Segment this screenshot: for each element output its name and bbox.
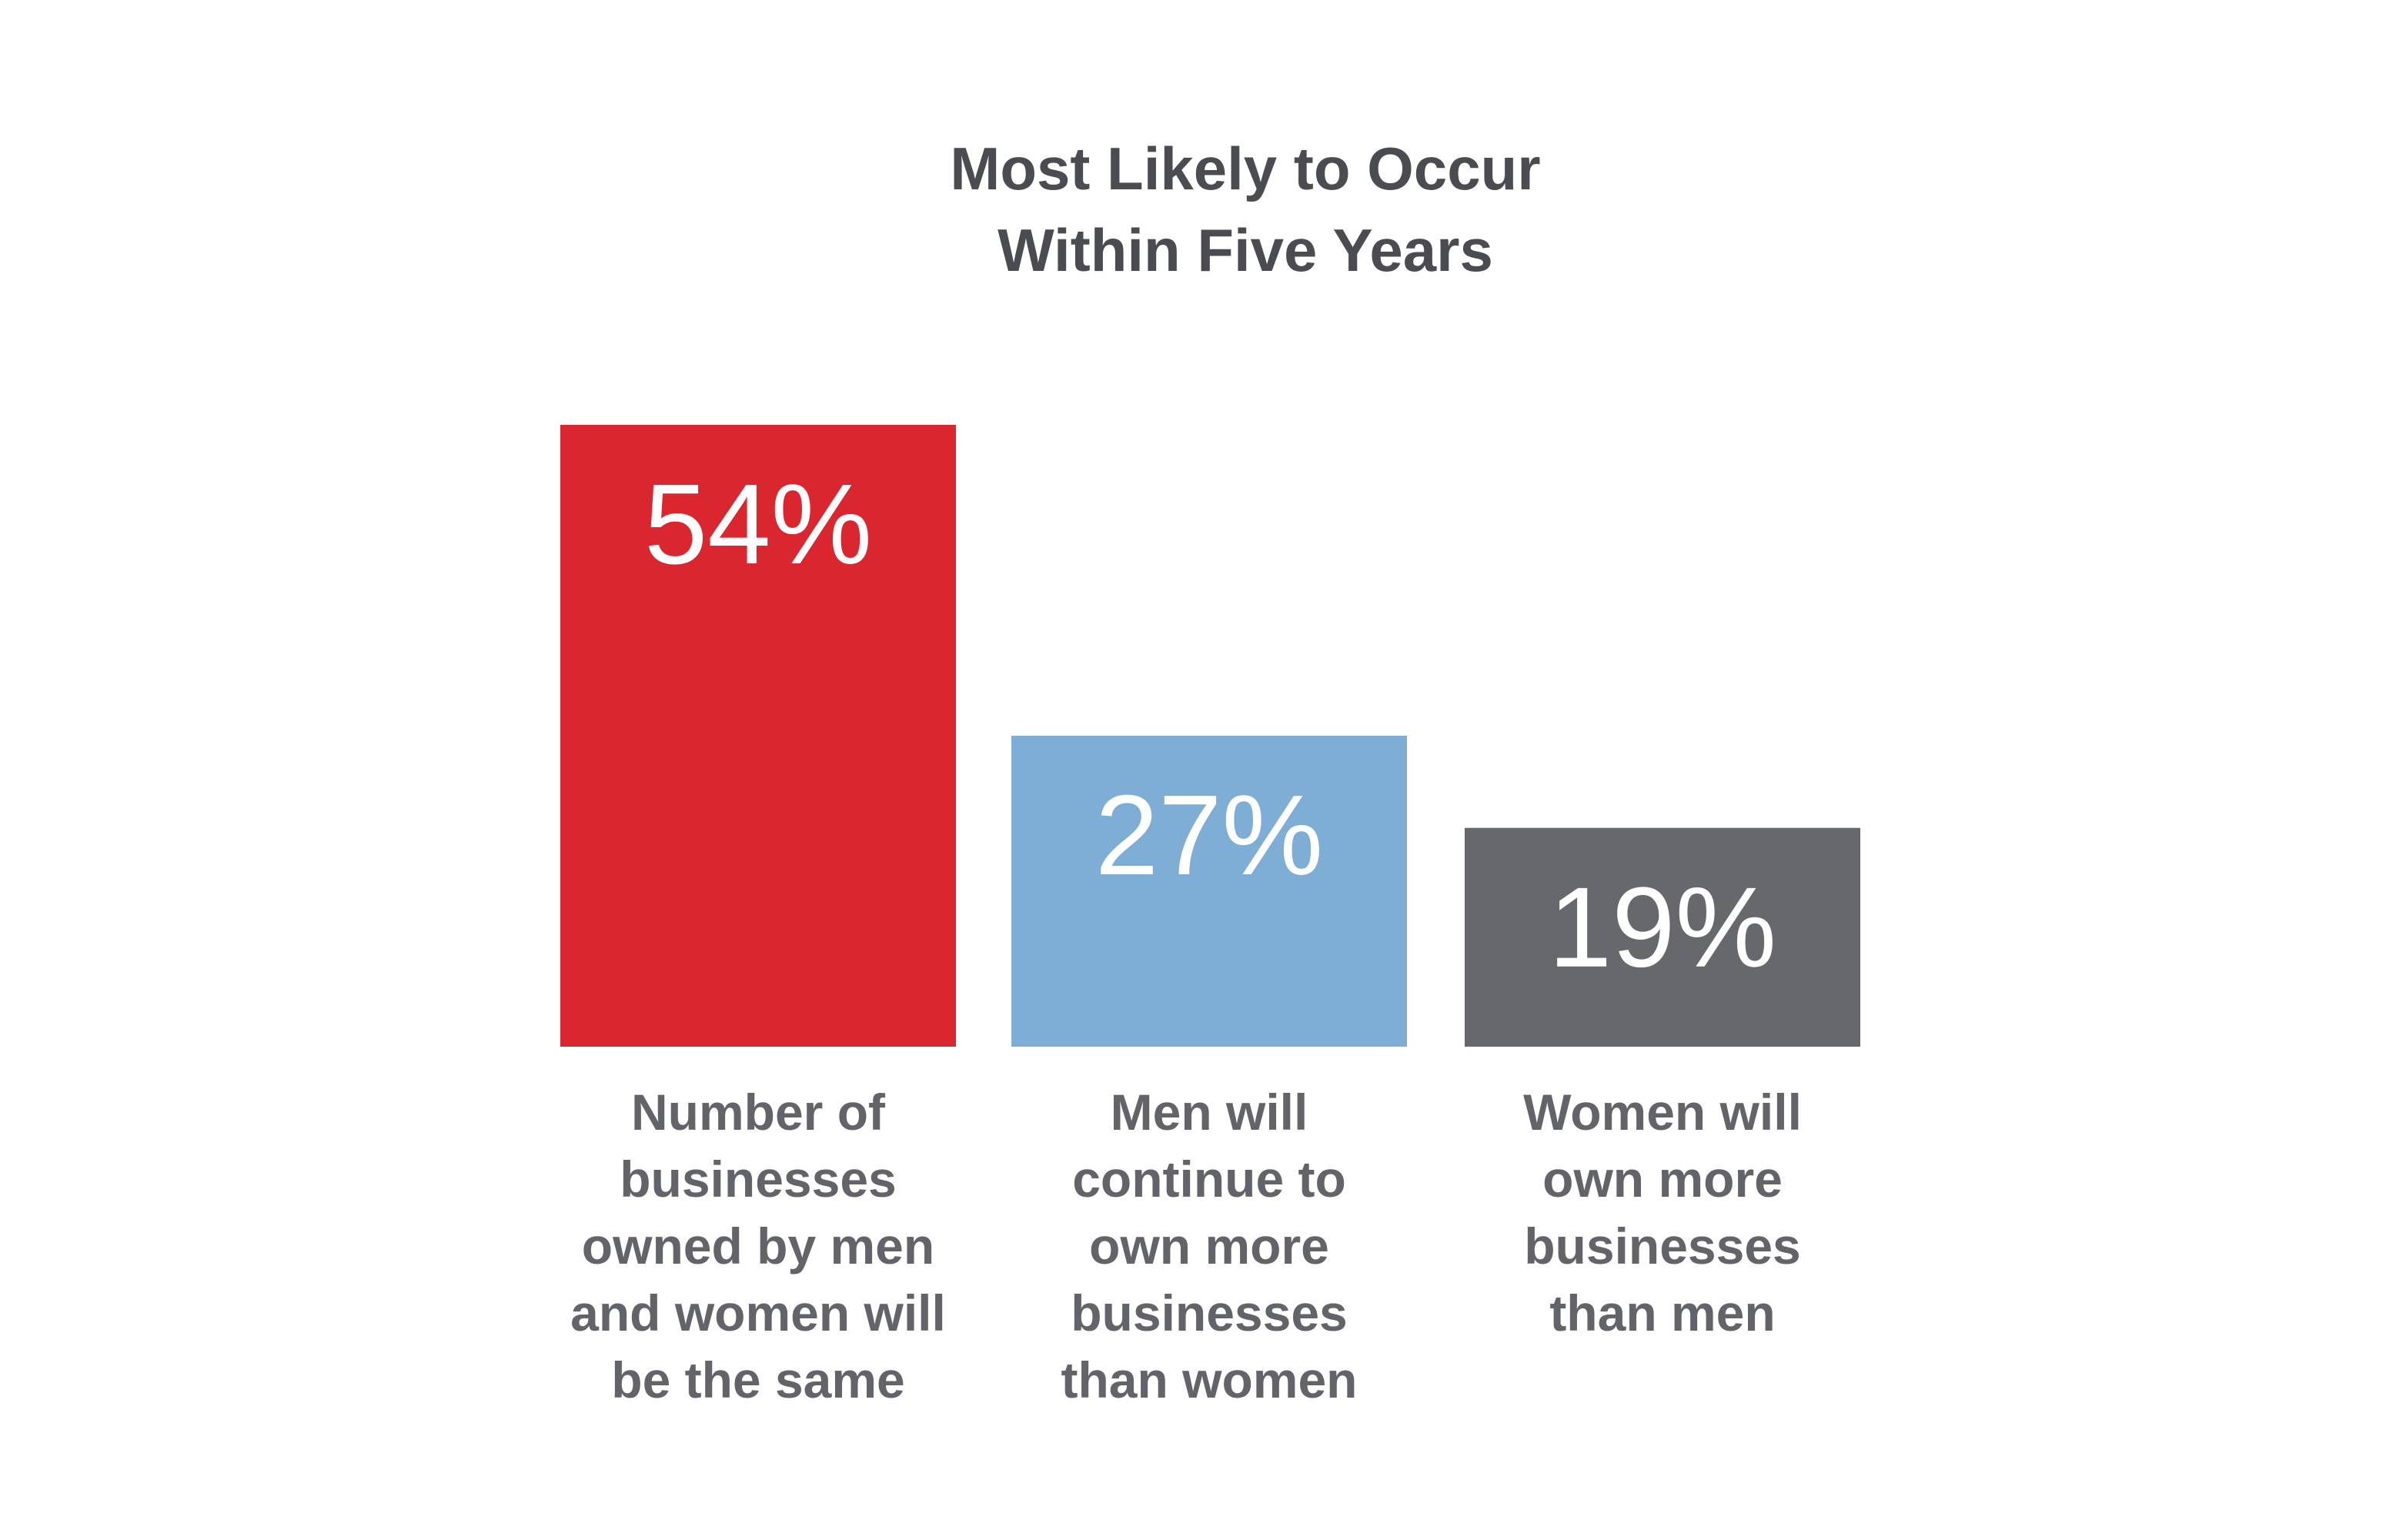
bar-value-label-1: 54%	[644, 461, 872, 588]
category-label-1-line-5: be the same	[611, 1351, 905, 1408]
category-label-1-line-3: owned by men	[582, 1218, 934, 1274]
bar-value-label-3: 19%	[1549, 864, 1776, 991]
category-label-2-line-2: continue to	[1072, 1151, 1346, 1208]
category-label-1-line-1: Number of	[631, 1084, 886, 1141]
category-label-3-line-4: than men	[1549, 1284, 1775, 1341]
category-label-2-line-5: than women	[1061, 1351, 1357, 1408]
chart-title: Most Likely to Occur Within Five Years	[950, 135, 1540, 284]
category-label-3-line-1: Women will	[1523, 1084, 1802, 1141]
bars-group	[560, 425, 1860, 1047]
category-label-1-line-2: businesses	[620, 1151, 897, 1208]
category-label-2-line-3: own more	[1089, 1218, 1329, 1274]
category-label-2-line-4: businesses	[1071, 1284, 1348, 1341]
chart-title-line-2: Within Five Years	[997, 216, 1493, 284]
bar-value-label-2: 27%	[1095, 772, 1323, 899]
value-labels-group: 54% 27% 19%	[644, 461, 1776, 991]
bar-2	[1011, 736, 1407, 1047]
bar-1	[560, 425, 956, 1047]
category-label-2-line-1: Men will	[1111, 1084, 1308, 1141]
category-label-3-line-2: own more	[1542, 1151, 1783, 1208]
chart-title-line-1: Most Likely to Occur	[950, 135, 1540, 202]
category-label-3-line-3: businesses	[1524, 1218, 1801, 1274]
bar-3	[1465, 827, 1860, 1047]
category-labels-group: Number of businesses owned by men and women…	[570, 1084, 1802, 1408]
category-label-1-line-4: and women will	[570, 1284, 946, 1341]
